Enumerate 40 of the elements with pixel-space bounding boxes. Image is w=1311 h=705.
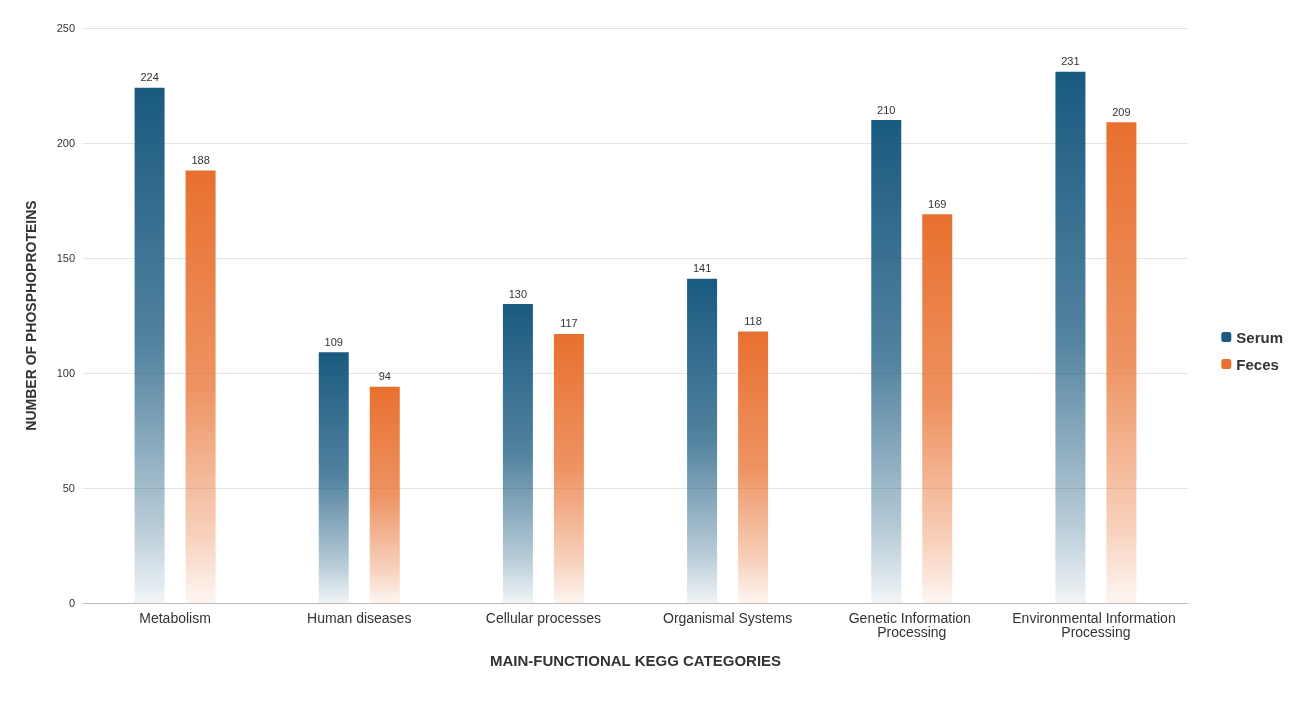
x-tick-label: Metabolism [139, 610, 211, 626]
bar [502, 304, 533, 603]
data-label: 118 [744, 315, 762, 328]
x-axis-title: MAIN-FUNCTIONAL KEGG CATEGORIES [489, 652, 782, 669]
bar [318, 352, 349, 603]
data-label: 141 [692, 262, 712, 275]
x-tick-label: Genetic Information Processing [848, 610, 975, 640]
data-label: 117 [560, 317, 578, 330]
y-tick-label: 250 [56, 22, 75, 34]
data-label: 231 [1061, 55, 1080, 68]
x-tick-label: Organismal Systems [663, 610, 793, 626]
bar [185, 170, 216, 603]
y-tick-label: 150 [56, 252, 75, 264]
y-axis-title: NUMBER OF PHOSPHOPROTEINS [23, 200, 39, 431]
data-label: 210 [877, 103, 896, 116]
y-tick-label: 100 [56, 367, 75, 379]
x-tick-label: Environmental Information Processing [1012, 610, 1180, 640]
y-tick-label: 50 [62, 482, 75, 494]
data-label: 169 [928, 197, 947, 210]
data-label: 109 [324, 335, 343, 348]
x-tick-label: Cellular processes [485, 610, 601, 626]
bar [687, 278, 718, 603]
data-label: 94 [378, 370, 391, 383]
data-label: 130 [508, 287, 528, 300]
legend-label: Serum [1236, 328, 1283, 346]
bar [738, 331, 769, 603]
data-label: 209 [1112, 105, 1131, 118]
data-label: 188 [191, 154, 210, 167]
bar [1106, 122, 1137, 603]
bar [922, 214, 953, 603]
y-tick-label: 200 [56, 137, 75, 149]
bar [134, 87, 165, 603]
bar [1055, 71, 1086, 603]
bar [871, 120, 902, 603]
data-label: 224 [140, 71, 159, 84]
bar [369, 386, 400, 603]
bar [553, 333, 584, 603]
y-tick-label: 0 [68, 597, 75, 609]
legend-label: Feces [1236, 355, 1279, 373]
x-tick-label: Human diseases [307, 610, 412, 626]
